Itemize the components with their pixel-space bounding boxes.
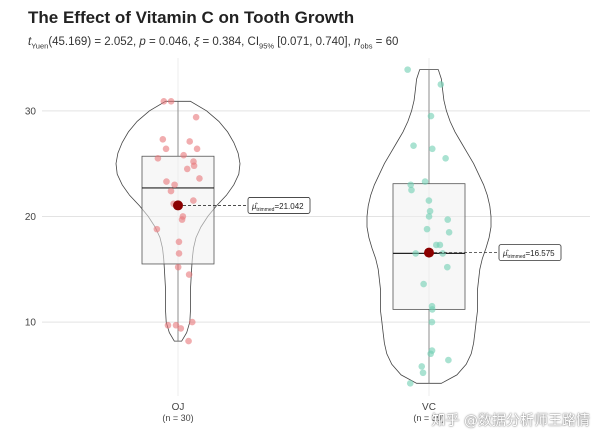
data-point — [421, 178, 429, 185]
data-point — [190, 158, 197, 165]
data-point — [404, 66, 411, 73]
effect-value: = 0.384, CI — [199, 36, 260, 48]
data-point — [427, 112, 435, 120]
x-tick-count: (n = 30) — [413, 413, 444, 423]
mean-label: μ̂trimmed=16.575 — [502, 249, 555, 260]
x-tick-label: OJ — [172, 402, 185, 413]
mean-label-box — [247, 197, 311, 214]
data-point — [426, 207, 434, 215]
data-point — [445, 228, 453, 236]
data-point — [428, 302, 436, 310]
data-point — [160, 98, 168, 105]
y-tick-label: 20 — [25, 212, 37, 223]
data-point — [180, 151, 187, 159]
y-tick-label: 10 — [25, 318, 37, 329]
data-point — [444, 216, 452, 223]
mean-label: μ̂trimmed=21.042 — [251, 202, 304, 213]
data-point — [179, 213, 187, 220]
data-point — [437, 81, 445, 88]
ci-subscript: 95% — [259, 41, 275, 51]
ci-value: [0.071, 0.740], — [274, 36, 354, 48]
data-point — [407, 181, 415, 189]
data-point — [442, 155, 449, 162]
data-point — [412, 250, 419, 257]
chart-subtitle: tYuen(45.169) = 2.052, p = 0.046, ξ = 0.… — [28, 36, 398, 50]
test-subscript: Yuen — [31, 41, 49, 51]
data-point — [190, 197, 197, 204]
data-point — [186, 138, 193, 145]
n-label: n — [353, 36, 361, 48]
p-label: p — [139, 36, 146, 48]
chart-title: The Effect of Vitamin C on Tooth Growth — [28, 8, 355, 27]
data-point — [188, 318, 196, 326]
data-point — [193, 145, 201, 153]
p-value: = 0.046, — [145, 36, 195, 48]
data-point — [429, 145, 436, 153]
data-point — [174, 263, 182, 271]
data-point — [410, 142, 417, 149]
data-point — [172, 321, 180, 329]
data-point — [177, 325, 185, 332]
trimmed-mean-point — [173, 200, 183, 211]
data-point — [444, 263, 451, 271]
data-point — [185, 337, 192, 345]
box — [392, 183, 466, 310]
n-value: = 60 — [372, 36, 399, 48]
data-point — [420, 280, 427, 288]
data-point — [406, 380, 414, 387]
trimmed-mean-point — [424, 247, 434, 258]
data-point — [196, 175, 203, 182]
data-point — [162, 145, 170, 153]
data-point — [418, 363, 426, 370]
data-point — [175, 250, 183, 257]
data-point — [175, 238, 183, 246]
data-point — [425, 213, 433, 220]
data-point — [423, 225, 431, 233]
test-label: t — [28, 36, 32, 48]
data-point — [445, 356, 452, 364]
data-point — [153, 225, 161, 233]
y-tick-label: 30 — [25, 106, 37, 117]
x-tick-label: VC — [422, 402, 436, 413]
data-point — [439, 250, 447, 257]
mean-label-box — [498, 244, 562, 262]
data-point — [428, 318, 436, 326]
data-point — [192, 113, 200, 121]
data-point — [432, 241, 440, 249]
violin-outline — [366, 69, 492, 384]
n-subscript: obs — [360, 41, 373, 51]
data-point — [425, 197, 433, 204]
x-tick-count: (n = 30) — [162, 413, 193, 423]
data-point — [183, 165, 191, 173]
data-point — [167, 98, 175, 105]
data-point — [408, 186, 415, 194]
data-point — [185, 271, 193, 278]
effect-label: ξ — [194, 36, 200, 48]
data-point — [171, 181, 178, 189]
data-point — [154, 155, 162, 162]
data-point — [159, 136, 167, 143]
data-point — [164, 321, 172, 329]
data-point — [419, 369, 427, 377]
data-point — [167, 187, 175, 195]
data-point — [428, 347, 436, 354]
data-point — [163, 178, 170, 185]
watermark: 知乎 @数据分析师王路情 — [431, 413, 590, 429]
test-stat: (45.169) = 2.052, — [48, 36, 140, 48]
